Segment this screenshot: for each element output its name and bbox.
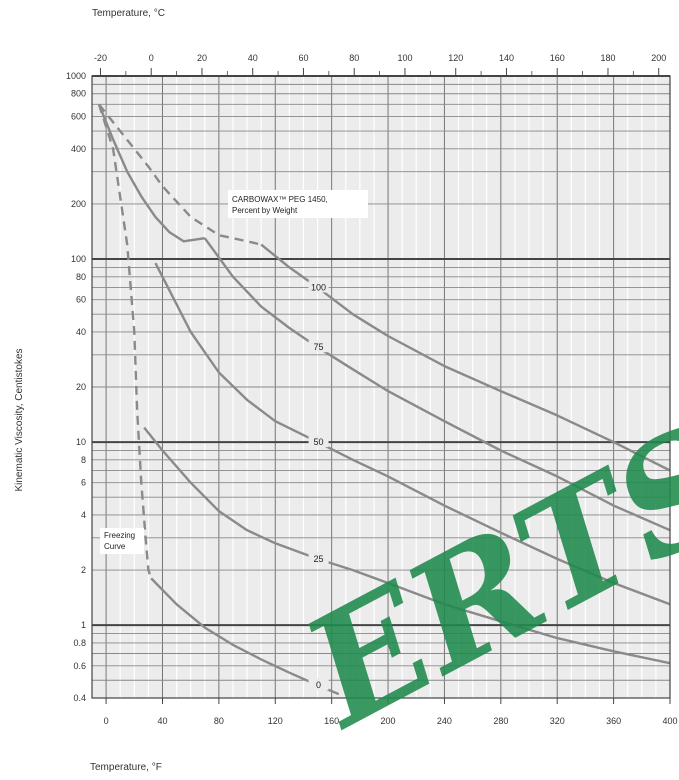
y-tick-label: 40 [76, 327, 86, 337]
y-tick-label: 8 [81, 455, 86, 465]
freezing-label-line1: Freezing [104, 531, 135, 540]
annotation-bg [228, 190, 368, 218]
x-bottom-tick-label: 200 [381, 716, 396, 726]
y-tick-label: 20 [76, 382, 86, 392]
x-bottom-tick-label: 80 [214, 716, 224, 726]
x-top-tick-label: 20 [197, 53, 207, 63]
x-top-tick-label: 200 [651, 53, 666, 63]
annotation-line1: CARBOWAX™ PEG 1450, [232, 195, 328, 204]
freezing-label-line2: Curve [104, 542, 126, 551]
y-tick-label: 10 [76, 437, 86, 447]
series-line-freezing-curve [98, 103, 262, 246]
series-label-75: 75 [314, 342, 324, 352]
y-tick-label: 200 [71, 199, 86, 209]
plot-frame [91, 75, 671, 699]
x-top-tick-label: 0 [149, 53, 154, 63]
y-tick-label: 1 [81, 620, 86, 630]
series-line-50 [154, 262, 671, 606]
y-tick-label: 4 [81, 510, 86, 520]
y-axis-title: Kinematic Viscosity, Centistokes [14, 348, 25, 491]
series-line-100 [260, 243, 671, 472]
tick-labels: 10008006004002001008060402010864210.80.6… [66, 53, 678, 726]
series-label-bg [308, 340, 329, 353]
x-bottom-tick-label: 240 [437, 716, 452, 726]
series-label-bg [308, 280, 329, 293]
y-tick-label: 400 [71, 144, 86, 154]
y-tick-label: 1000 [66, 71, 86, 81]
series-label-bg [308, 435, 329, 448]
x-bottom-tick-label: 400 [662, 716, 677, 726]
series-line-left-boundary [97, 103, 205, 243]
top-axis-title: Temperature, °C [92, 8, 165, 19]
x-bottom-tick-label: 120 [268, 716, 283, 726]
series-line-freezing-curve-low [97, 104, 153, 579]
x-top-tick-label: 140 [499, 53, 514, 63]
x-bottom-tick-label: 360 [606, 716, 621, 726]
x-top-tick-label: 180 [600, 53, 615, 63]
series-labels: 100 75 50 25 0 [308, 280, 329, 691]
series-label-100: 100 [311, 282, 326, 292]
y-tick-label: 100 [71, 254, 86, 264]
x-top-tick-label: 100 [397, 53, 412, 63]
bottom-axis-title: Temperature, °F [90, 762, 162, 773]
x-top-tick-label: -20 [94, 53, 107, 63]
series-lines [97, 103, 671, 696]
freezing-label-bg [100, 528, 144, 554]
y-tick-label: 800 [71, 89, 86, 99]
y-tick-label: 600 [71, 112, 86, 122]
x-top-tick-label: 160 [550, 53, 565, 63]
y-tick-label: 0.4 [73, 693, 86, 703]
x-top-tick-label: 120 [448, 53, 463, 63]
y-tick-label: 80 [76, 272, 86, 282]
x-bottom-tick-label: 0 [104, 716, 109, 726]
y-tick-label: 2 [81, 565, 86, 575]
y-tick-label: 6 [81, 478, 86, 488]
series-label-0: 0 [316, 680, 321, 690]
x-bottom-tick-label: 40 [157, 716, 167, 726]
series-label-bg [308, 551, 329, 564]
series-label-25: 25 [314, 554, 324, 564]
annotation-line2: Percent by Weight [232, 206, 298, 215]
series-line-25 [143, 426, 671, 665]
series-label-bg [308, 678, 329, 691]
x-bottom-tick-label: 280 [493, 716, 508, 726]
x-bottom-tick-label: 320 [550, 716, 565, 726]
x-top-tick-label: 80 [349, 53, 359, 63]
x-top-tick-label: 60 [298, 53, 308, 63]
series-label-50: 50 [314, 437, 324, 447]
y-tick-label: 0.8 [73, 638, 86, 648]
x-bottom-tick-label: 160 [324, 716, 339, 726]
x-top-tick-label: 40 [248, 53, 258, 63]
series-line-75 [203, 237, 671, 532]
y-tick-label: 60 [76, 295, 86, 305]
y-tick-label: 0.6 [73, 661, 86, 671]
